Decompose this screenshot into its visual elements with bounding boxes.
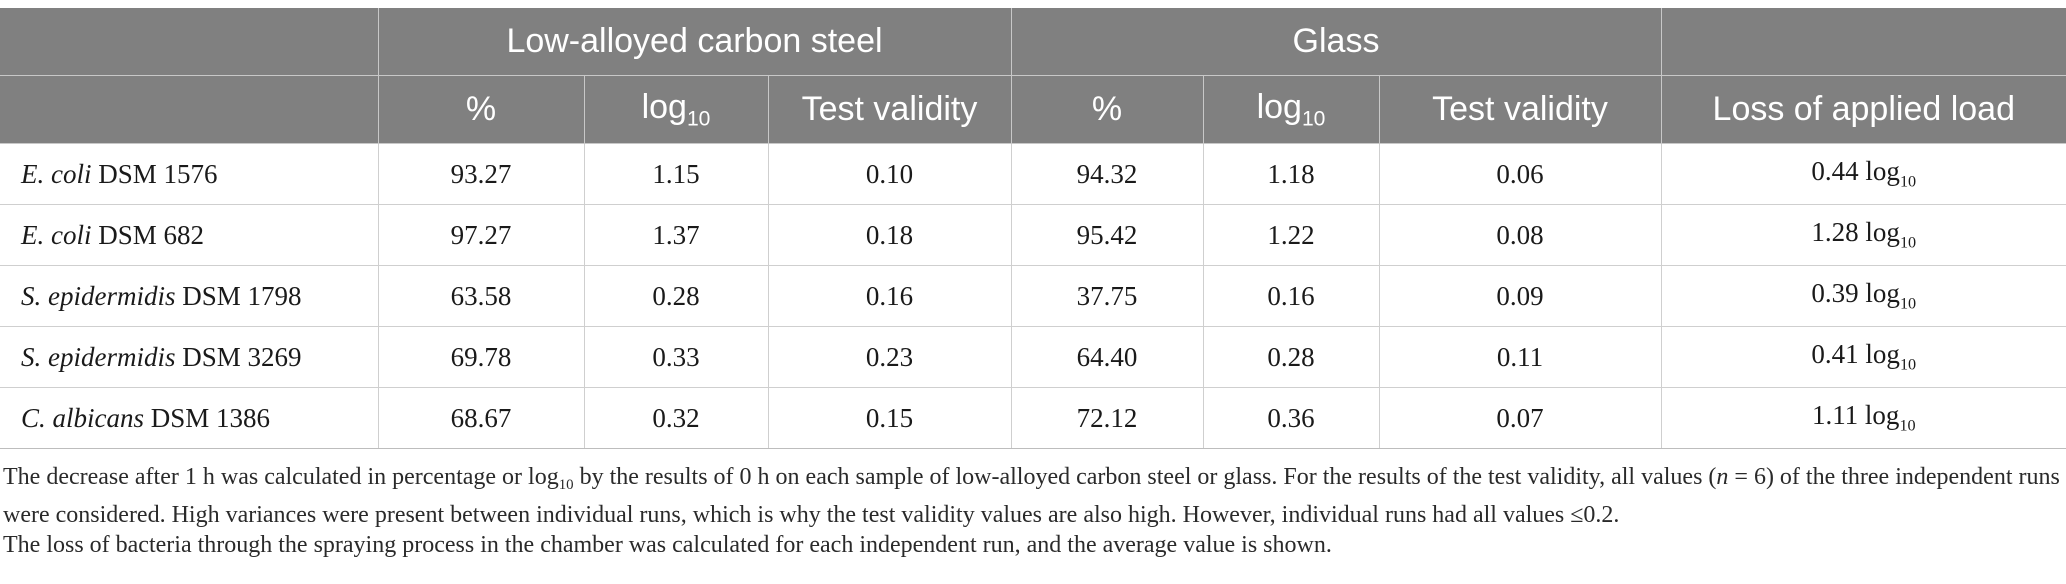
- glass-percent-header: %: [1010, 75, 1203, 144]
- footnote-text: by the results of 0 h on each sample of …: [573, 464, 1717, 490]
- loss-value: 0.39 log: [1811, 278, 1900, 309]
- steel-percent-cell: 68.67: [377, 387, 584, 449]
- glass-log-subscript: 10: [1301, 107, 1326, 131]
- glass-percent-cell: 95.42: [1010, 204, 1203, 266]
- table-row: E. coli DSM 1576 93.27 1.15 0.10 94.32 1…: [0, 143, 2066, 205]
- organism-cell: E. coli DSM 682: [0, 204, 378, 266]
- glass-percent-cell: 64.40: [1010, 326, 1203, 388]
- organism-cell: S. epidermidis DSM 3269: [0, 326, 378, 388]
- steel-percent-cell: 69.78: [377, 326, 584, 388]
- footnote-paragraph-1: The decrease after 1 h was calculated in…: [3, 462, 2063, 530]
- glass-percent-cell: 72.12: [1010, 387, 1203, 449]
- glass-log-cell: 0.16: [1202, 265, 1379, 327]
- sub-header-row: % log10 Test validity % log10 Test valid…: [0, 75, 2066, 144]
- footnote-text: The decrease after 1 h was calculated in…: [3, 464, 559, 490]
- corner-subheader: [0, 75, 378, 144]
- loss-subscript: 10: [1899, 294, 1917, 313]
- table-row: E. coli DSM 682 97.27 1.37 0.18 95.42 1.…: [0, 204, 2066, 266]
- loss-value: 0.41 log: [1811, 339, 1900, 370]
- glass-validity-cell: 0.09: [1378, 265, 1662, 327]
- results-table: Low-alloyed carbon steel Glass % log10 T…: [0, 8, 2066, 449]
- steel-percent-cell: 97.27: [377, 204, 584, 266]
- glass-log-cell: 0.36: [1202, 387, 1379, 449]
- glass-log-label: log: [1256, 87, 1302, 126]
- loss-cell: 1.11 log10: [1660, 387, 2066, 449]
- species-name: E. coli: [21, 219, 92, 250]
- glass-validity-cell: 0.11: [1378, 326, 1662, 388]
- organism-cell: E. coli DSM 1576: [0, 143, 378, 205]
- glass-validity-header: Test validity: [1378, 75, 1662, 144]
- footnote-paragraph-2: The loss of bacteria through the sprayin…: [3, 532, 1332, 559]
- glass-percent-cell: 37.75: [1010, 265, 1203, 327]
- glass-log-cell: 1.22: [1202, 204, 1379, 266]
- table-footnote: The decrease after 1 h was calculated in…: [3, 462, 2063, 560]
- steel-percent-cell: 93.27: [377, 143, 584, 205]
- loss-subscript: 10: [1899, 233, 1917, 252]
- strain-id: DSM 1576: [91, 158, 218, 189]
- loss-cell: 0.44 log10: [1660, 143, 2066, 205]
- loss-header: Loss of applied load: [1660, 75, 2066, 144]
- loss-subscript: 10: [1899, 355, 1917, 374]
- glass-log-cell: 0.28: [1202, 326, 1379, 388]
- organism-cell: S. epidermidis DSM 1798: [0, 265, 378, 327]
- steel-log-subscript: 10: [686, 107, 711, 131]
- loss-group-header: [1660, 8, 2066, 76]
- footnote-subscript: 10: [558, 477, 574, 494]
- glass-validity-cell: 0.07: [1378, 387, 1662, 449]
- steel-validity-cell: 0.23: [767, 326, 1011, 388]
- steel-log-cell: 0.33: [583, 326, 768, 388]
- loss-subscript: 10: [1899, 416, 1916, 435]
- corner-header: [0, 8, 378, 76]
- steel-validity-header: Test validity: [767, 75, 1011, 144]
- loss-cell: 1.28 log10: [1660, 204, 2066, 266]
- table-row: C. albicans DSM 1386 68.67 0.32 0.15 72.…: [0, 387, 2066, 449]
- steel-validity-cell: 0.15: [767, 387, 1011, 449]
- footnote-text: = 6) of the three independent runs were …: [3, 464, 2060, 529]
- steel-log-cell: 0.28: [583, 265, 768, 327]
- species-name: E. coli: [21, 158, 92, 189]
- footnote-n-symbol: n: [1716, 464, 1729, 490]
- loss-value: 1.11 log: [1811, 400, 1900, 431]
- species-name: S. epidermidis: [21, 280, 176, 311]
- steel-percent-header: %: [377, 75, 584, 144]
- strain-id: DSM 1386: [144, 402, 271, 433]
- strain-id: DSM 1798: [175, 280, 302, 311]
- table-row: S. epidermidis DSM 1798 63.58 0.28 0.16 …: [0, 265, 2066, 327]
- loss-value: 0.44 log: [1811, 156, 1900, 187]
- steel-log-cell: 1.15: [583, 143, 768, 205]
- group-header-row: Low-alloyed carbon steel Glass: [0, 8, 2066, 76]
- steel-log-label: log: [641, 87, 687, 126]
- glass-validity-cell: 0.06: [1378, 143, 1662, 205]
- steel-log-cell: 0.32: [583, 387, 768, 449]
- steel-log-cell: 1.37: [583, 204, 768, 266]
- loss-cell: 0.39 log10: [1660, 265, 2066, 327]
- strain-id: DSM 682: [91, 219, 205, 250]
- glass-group-header: Glass: [1010, 8, 1662, 76]
- steel-percent-cell: 63.58: [377, 265, 584, 327]
- glass-log-cell: 1.18: [1202, 143, 1379, 205]
- organism-cell: C. albicans DSM 1386: [0, 387, 378, 449]
- steel-validity-cell: 0.18: [767, 204, 1011, 266]
- glass-log-header: log10: [1202, 75, 1379, 144]
- table-row: S. epidermidis DSM 3269 69.78 0.33 0.23 …: [0, 326, 2066, 388]
- strain-id: DSM 3269: [175, 341, 302, 372]
- loss-subscript: 10: [1899, 172, 1917, 191]
- loss-value: 1.28 log: [1811, 217, 1900, 248]
- glass-validity-cell: 0.08: [1378, 204, 1662, 266]
- species-name: S. epidermidis: [21, 341, 176, 372]
- species-name: C. albicans: [21, 402, 145, 433]
- steel-validity-cell: 0.10: [767, 143, 1011, 205]
- glass-percent-cell: 94.32: [1010, 143, 1203, 205]
- loss-cell: 0.41 log10: [1660, 326, 2066, 388]
- steel-validity-cell: 0.16: [767, 265, 1011, 327]
- steel-log-header: log10: [583, 75, 768, 144]
- steel-group-header: Low-alloyed carbon steel: [377, 8, 1011, 76]
